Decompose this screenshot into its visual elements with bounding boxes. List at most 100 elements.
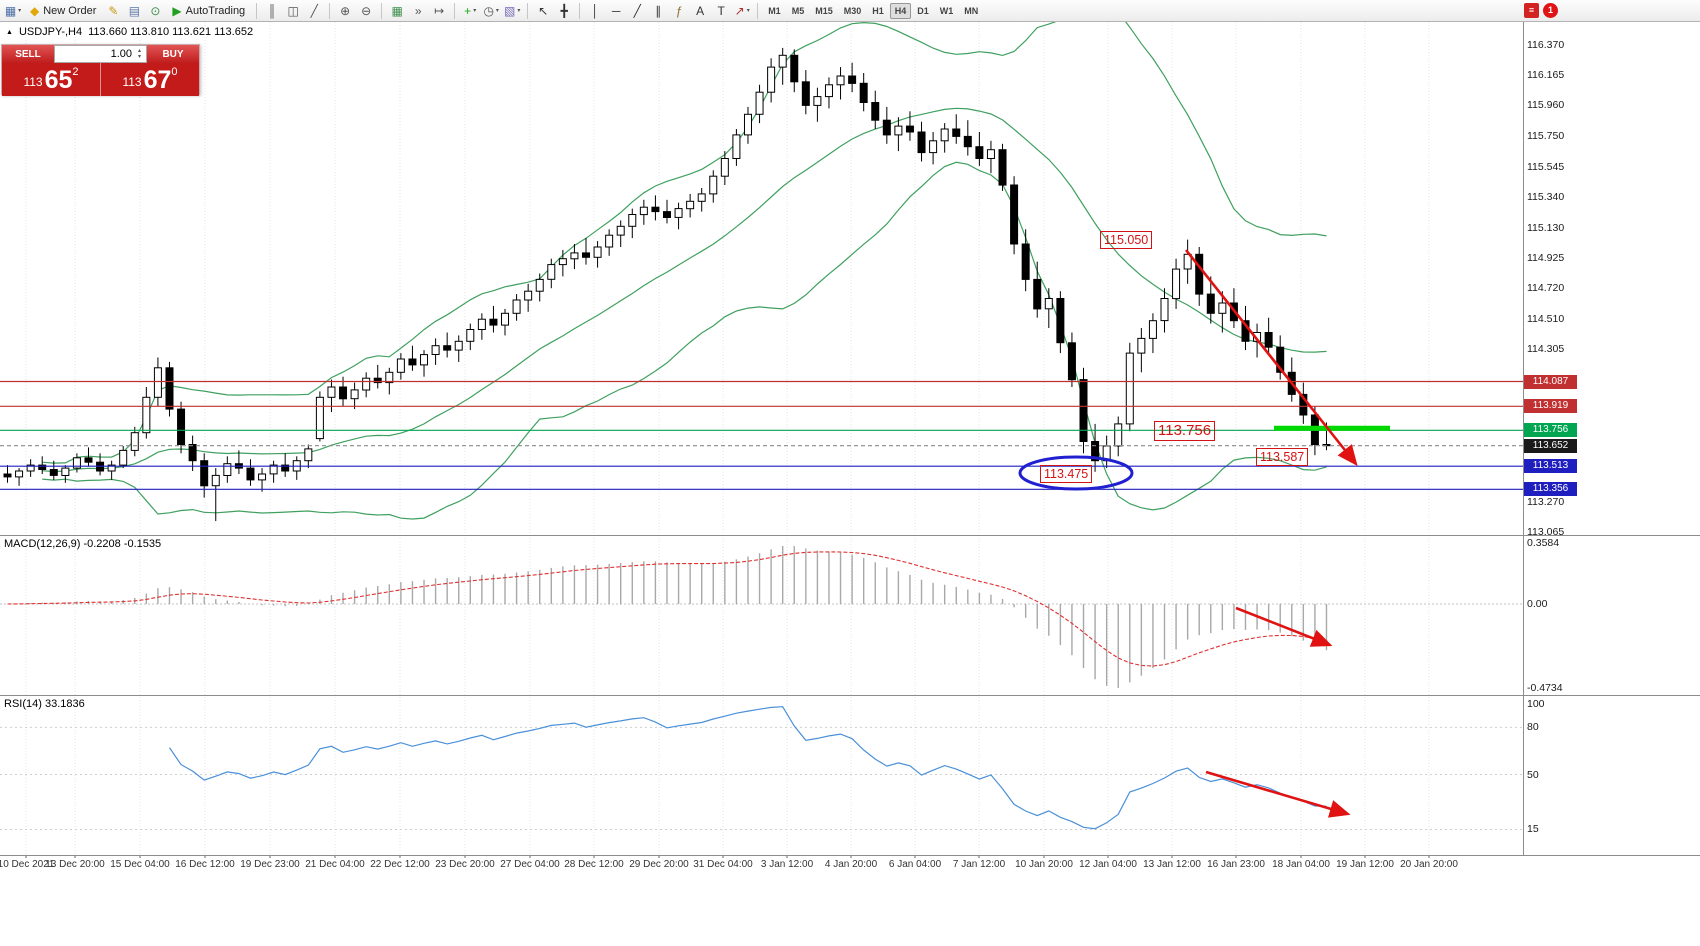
market-watch-icon[interactable]: ▤ xyxy=(124,2,144,20)
sell-price-sup: 2 xyxy=(72,66,79,78)
new-order-button-label: New Order xyxy=(43,4,97,17)
templates-icon[interactable]: ▧ ▾ xyxy=(502,2,522,20)
horizontal-line-icon[interactable]: ─ xyxy=(606,2,626,20)
volume-spinner: ▴ ▾ xyxy=(133,48,146,60)
shapes-icon-glyph: ↗ xyxy=(734,3,745,18)
dropdown-caret-icon: ▾ xyxy=(18,8,22,14)
autotrading-button[interactable]: ▶ AutoTrading xyxy=(166,2,251,20)
toolbar-separator xyxy=(454,2,456,19)
templates-icon-glyph: ▧ xyxy=(504,3,516,18)
tile-windows-icon-glyph: ▦ xyxy=(391,3,403,18)
bollinger-lower-band xyxy=(42,161,1327,520)
candles-layer xyxy=(3,47,1331,522)
toolbar: ▦ ▾ ◆ New Order ✎ ▤ ⊙ ▶ AutoTrading ║ ◫ ╱ ⊕ ⊖ ▦» ↦ + ▾ ◷ ▾ ▧… xyxy=(0,0,1700,22)
trend-arrow-macd[interactable] xyxy=(1235,606,1333,647)
market-watch-icon-glyph: ▤ xyxy=(128,3,141,18)
macd-histogram xyxy=(18,546,1328,688)
trendline-icon[interactable]: ╱ xyxy=(627,2,647,20)
zoom-out-icon-glyph: ⊖ xyxy=(361,3,372,18)
new-chart-icon[interactable]: ▦ ▾ xyxy=(3,2,23,20)
strategy-tester-icon-glyph: ⊙ xyxy=(150,3,161,18)
dropdown-caret-icon: ▾ xyxy=(473,8,477,14)
cursor-icon[interactable]: ↖ xyxy=(533,2,553,20)
strategy-tester-icon[interactable]: ⊙ xyxy=(145,2,165,20)
channel-icon-glyph: ∥ xyxy=(655,3,662,18)
volume-field[interactable]: 1.00 ▴ ▾ xyxy=(54,45,147,63)
bollinger-middle-band xyxy=(42,107,1327,473)
sell-price[interactable]: 113 65 2 xyxy=(2,63,100,96)
trend-arrow-main[interactable] xyxy=(1184,249,1358,467)
toolbar-separator xyxy=(757,2,759,19)
sell-price-big: 65 xyxy=(44,66,73,94)
macd-signal-line xyxy=(7,551,1327,667)
grid-layer xyxy=(25,22,1430,858)
tile-windows-icon[interactable]: ▦ xyxy=(387,2,407,20)
news-icon[interactable]: ≡ xyxy=(1524,3,1539,18)
tf-m5-button[interactable]: M5 xyxy=(791,5,805,16)
toolbar-separator xyxy=(527,2,529,19)
line-chart-icon[interactable]: ╱ xyxy=(304,2,324,20)
new-order-button[interactable]: ◆ New Order xyxy=(24,2,102,20)
tf-h4-button[interactable]: H4 xyxy=(889,2,912,19)
notification-badge[interactable]: 1 xyxy=(1543,3,1558,18)
zoom-out-icon[interactable]: ⊖ xyxy=(356,2,376,20)
metaeditor-icon[interactable]: ✎ xyxy=(103,2,123,20)
new-order-icon: ◆ xyxy=(30,3,40,18)
candlestick-chart-icon[interactable]: ◫ xyxy=(283,2,303,20)
vertical-line-icon[interactable]: │ xyxy=(585,2,605,20)
volume-decrease-icon[interactable]: ▾ xyxy=(137,54,141,60)
annotation-113587[interactable]: 113.587 xyxy=(1256,448,1309,466)
metaeditor-icon-glyph: ✎ xyxy=(108,3,119,18)
tf-d1-button[interactable]: D1 xyxy=(917,5,929,16)
trend-arrow-rsi[interactable] xyxy=(1205,770,1351,818)
tf-m1-button[interactable]: M1 xyxy=(768,5,781,16)
auto-scroll-icon[interactable]: » xyxy=(408,2,428,20)
text-label-icon[interactable]: T xyxy=(711,2,731,20)
new-chart-icon-glyph: ▦ xyxy=(4,3,17,18)
annotation-113756[interactable]: 113.756 xyxy=(1154,421,1216,441)
tf-m15-button[interactable]: M15 xyxy=(815,5,833,16)
dropdown-caret-icon: ▾ xyxy=(495,8,499,14)
buy-price[interactable]: 113 67 0 xyxy=(101,63,199,96)
one-click-trading-widget: SELL 1.00 ▴ ▾ BUY 113 65 2 1 xyxy=(1,44,200,96)
indicators-icon-glyph: + xyxy=(464,3,472,18)
line-chart-icon-glyph: ╱ xyxy=(310,3,318,18)
sell-button[interactable]: SELL xyxy=(2,45,54,63)
crosshair-icon[interactable]: ╋ xyxy=(554,2,574,20)
text-icon[interactable]: A xyxy=(690,2,710,20)
highlight-ellipse[interactable] xyxy=(1018,455,1134,491)
trendline-icon-glyph: ╱ xyxy=(633,3,641,18)
auto-scroll-icon-glyph: » xyxy=(414,3,422,18)
periods-icon[interactable]: ◷ ▾ xyxy=(481,2,501,20)
tf-m30-button[interactable]: M30 xyxy=(843,5,862,16)
autotrading-button-label: AutoTrading xyxy=(185,4,246,17)
fibonacci-icon-glyph: ƒ xyxy=(675,3,683,18)
annotation-113475[interactable]: 113.475 xyxy=(1040,465,1093,483)
tf-mn-button[interactable]: MN xyxy=(964,5,979,16)
horizontal-line-icon-glyph: ─ xyxy=(611,3,621,18)
fibonacci-icon[interactable]: ƒ xyxy=(669,2,689,20)
toolbar-separator xyxy=(381,2,383,19)
shapes-icon[interactable]: ↗ ▾ xyxy=(732,2,752,20)
indicators-icon[interactable]: + ▾ xyxy=(460,2,480,20)
toolbar-separator xyxy=(256,2,258,19)
volume-increase-icon[interactable]: ▴ xyxy=(137,48,141,54)
chart-shift-icon-glyph: ↦ xyxy=(434,3,445,18)
rsi-line xyxy=(168,706,1327,830)
dropdown-caret-icon: ▾ xyxy=(746,8,750,14)
chart-shift-icon[interactable]: ↦ xyxy=(429,2,449,20)
tf-w1-button[interactable]: W1 xyxy=(939,5,954,16)
buy-button[interactable]: BUY xyxy=(147,45,199,63)
bar-chart-icon-glyph: ║ xyxy=(267,3,277,18)
bar-chart-icon[interactable]: ║ xyxy=(262,2,282,20)
periods-icon-glyph: ◷ xyxy=(483,3,494,18)
text-icon-glyph: A xyxy=(696,3,705,18)
channel-icon[interactable]: ∥ xyxy=(648,2,668,20)
zoom-in-icon[interactable]: ⊕ xyxy=(335,2,355,20)
buy-price-big: 67 xyxy=(143,66,172,94)
annotation-115050[interactable]: 115.050 xyxy=(1100,231,1153,249)
dropdown-caret-icon: ▾ xyxy=(517,8,521,14)
tf-h1-button[interactable]: H1 xyxy=(872,5,884,16)
